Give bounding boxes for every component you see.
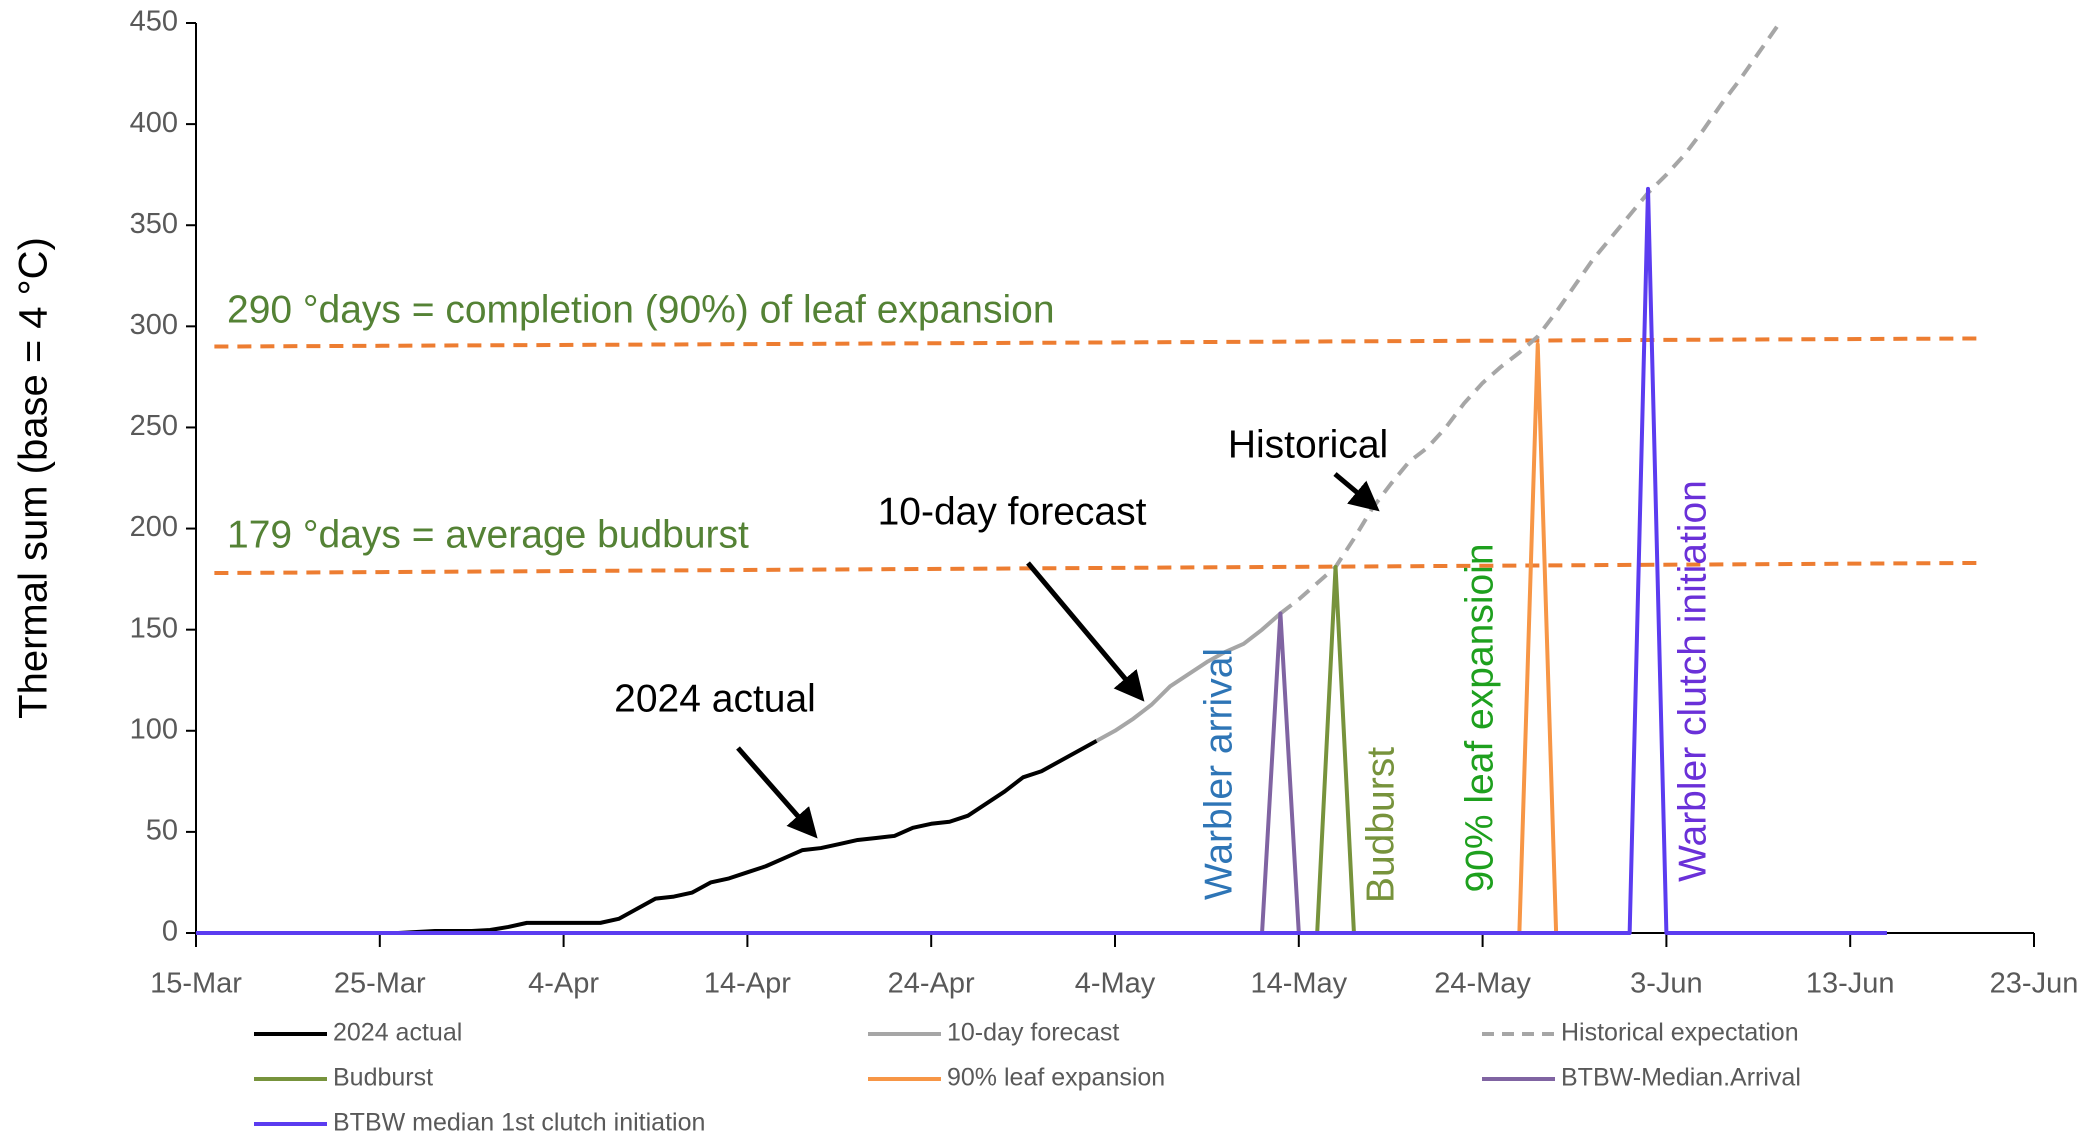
y-tick-label: 200: [130, 511, 178, 543]
series-line: [379, 739, 1098, 935]
legend-label: 10-day forecast: [947, 1019, 1119, 1047]
annotation: Budburst: [1359, 747, 1402, 903]
annotation: 2024 actual: [614, 677, 816, 720]
legend-label: Historical expectation: [1561, 1019, 1799, 1047]
x-tick-label: 13-Jun: [1806, 968, 1895, 1000]
x-tick-label: 14-May: [1250, 968, 1347, 1000]
legend-label: 90% leaf expansion: [947, 1064, 1165, 1092]
series-line: [196, 186, 1887, 935]
x-tick-label: 24-May: [1434, 968, 1531, 1000]
legend-label: BTBW median 1st clutch initiation: [333, 1109, 705, 1137]
annotation-arrow: [736, 746, 818, 839]
plot-area: [196, 23, 1979, 935]
annotation: Historical: [1228, 423, 1388, 466]
x-tick-label: 4-Apr: [528, 968, 599, 1000]
y-tick-label: 350: [130, 208, 178, 240]
y-tick-label: 0: [162, 916, 178, 948]
y-tick-label: 150: [130, 612, 178, 644]
reference-line: [214, 336, 1979, 349]
x-tick-label: 24-Apr: [888, 968, 975, 1000]
y-tick-label: 300: [130, 309, 178, 341]
legend-label: 2024 actual: [333, 1019, 462, 1047]
x-tick-label: 15-Mar: [150, 968, 242, 1000]
series-line: [1517, 342, 1559, 934]
y-tick-label: 450: [130, 6, 178, 38]
x-tick-label: 14-Apr: [704, 968, 791, 1000]
series-line: [1279, 23, 1782, 616]
annotation: 10-day forecast: [878, 490, 1147, 533]
x-tick-label: 23-Jun: [1990, 968, 2079, 1000]
annotation-arrow: [1026, 561, 1145, 702]
y-tick-label: 250: [130, 410, 178, 442]
x-tick-label: 3-Jun: [1630, 968, 1703, 1000]
series-line: [1315, 564, 1356, 934]
x-tick-label: 4-May: [1075, 968, 1156, 1000]
reference-line: [214, 560, 1979, 576]
annotation: 179 °days = average budburst: [227, 513, 749, 556]
y-tick-label: 100: [130, 713, 178, 745]
y-tick-label: 50: [146, 815, 178, 847]
annotation: Warbler clutch initiation: [1671, 480, 1714, 882]
y-axis-label: Thermal sum (base = 4 °C): [12, 237, 56, 719]
legend-label: Budburst: [333, 1064, 433, 1092]
annotation: 290 °days = completion (90%) of leaf exp…: [227, 288, 1055, 331]
x-tick-label: 25-Mar: [334, 968, 426, 1000]
annotation-arrow: [1333, 472, 1380, 512]
legend-label: BTBW-Median.Arrival: [1561, 1064, 1801, 1092]
annotation: Warbler arrival: [1197, 648, 1240, 900]
annotation: 90% leaf expansioin: [1458, 543, 1501, 892]
y-tick-label: 400: [130, 107, 178, 139]
series-line: [1095, 611, 1282, 743]
series-line: [1260, 611, 1301, 934]
